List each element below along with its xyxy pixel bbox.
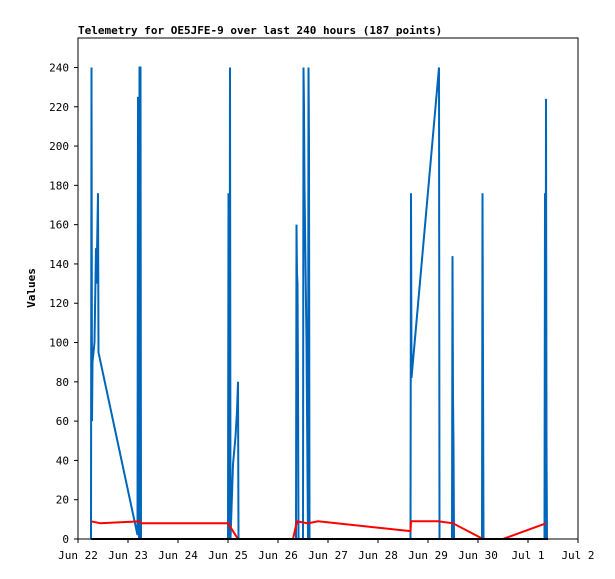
- x-tick-label: Jun 30: [458, 549, 498, 562]
- y-tick-label: 120: [49, 297, 69, 310]
- y-tick-label: 20: [56, 494, 69, 507]
- x-tick-label: Jul 2: [561, 549, 594, 562]
- chart-title: Telemetry for OE5JFE-9 over last 240 hou…: [78, 24, 442, 37]
- series-line-1: [90, 520, 547, 540]
- y-tick-label: 80: [56, 376, 69, 389]
- y-tick-label: 160: [49, 219, 69, 232]
- x-tick-label: Jun 26: [258, 549, 298, 562]
- x-axis: Jun 22 Jun 23 Jun 24 Jun 25 Jun 26 Jun 27 Jun …: [58, 539, 595, 562]
- y-tick-label: 180: [49, 179, 69, 192]
- y-tick-label: 140: [49, 258, 69, 271]
- x-tick-label: Jun 23: [108, 549, 148, 562]
- y-tick-label: 0: [62, 533, 69, 546]
- y-tick-label: 240: [49, 61, 69, 74]
- y-tick-label: 100: [49, 337, 69, 350]
- x-tick-label: Jun 24: [158, 549, 198, 562]
- y-tick-label: 200: [49, 140, 69, 153]
- y-tick-label: 60: [56, 415, 69, 428]
- x-tick-label: Jun 28: [358, 549, 398, 562]
- x-tick-label: Jun 29: [408, 549, 448, 562]
- x-tick-label: Jun 22: [58, 549, 98, 562]
- x-tick-label: Jun 27: [308, 549, 348, 562]
- y-axis: 0 20 40 60 80 100 120 140 160 180 200 220 240: [49, 61, 78, 546]
- y-axis-label: Values: [25, 268, 38, 308]
- x-tick-label: Jun 25: [208, 549, 248, 562]
- y-tick-label: 40: [56, 454, 69, 467]
- x-tick-label: Jul 1: [511, 549, 544, 562]
- y-tick-label: 220: [49, 101, 69, 114]
